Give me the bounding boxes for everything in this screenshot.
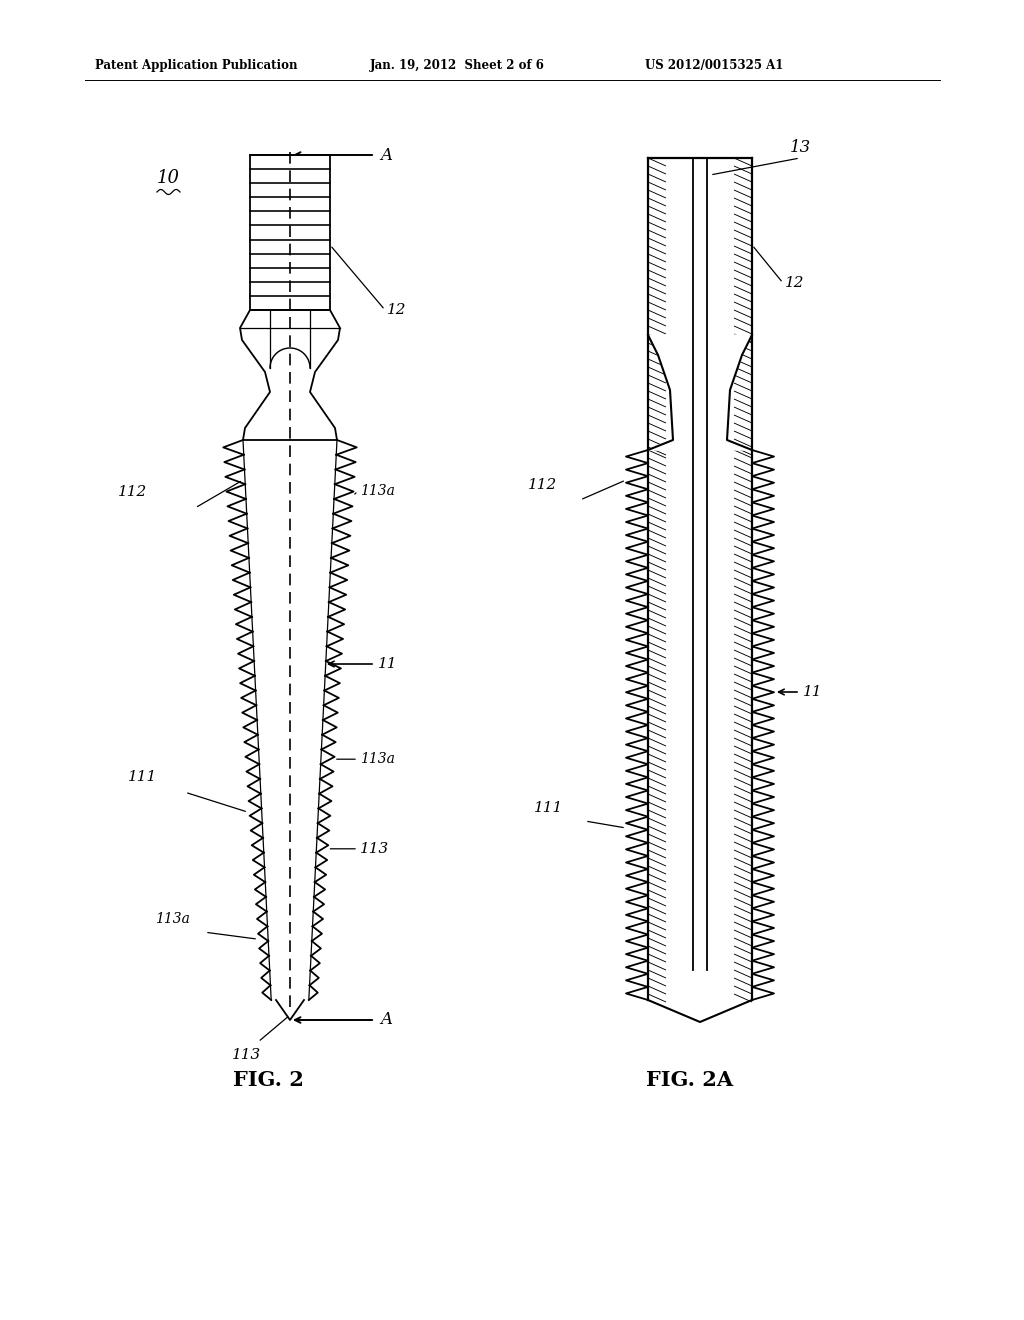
Text: Patent Application Publication: Patent Application Publication [95, 58, 298, 71]
Text: 113a: 113a [360, 484, 395, 498]
Text: 11: 11 [378, 657, 397, 671]
Bar [250, 154, 330, 310]
Text: FIG. 2: FIG. 2 [232, 1071, 303, 1090]
Text: 113: 113 [360, 842, 389, 855]
Text: A: A [380, 1011, 392, 1028]
Text: 113a: 113a [155, 912, 189, 927]
Polygon shape [648, 335, 752, 450]
Text: 111: 111 [128, 770, 158, 784]
Text: US 2012/0015325 A1: US 2012/0015325 A1 [645, 58, 783, 71]
Text: 112: 112 [528, 478, 557, 492]
Text: 13: 13 [790, 140, 811, 157]
Text: 112: 112 [118, 484, 147, 499]
Text: FIG. 2A: FIG. 2A [646, 1071, 733, 1090]
Text: 12: 12 [387, 304, 407, 317]
Text: 12: 12 [785, 276, 805, 290]
Text: A: A [380, 147, 392, 164]
Text: 111: 111 [534, 801, 563, 814]
Text: Jan. 19, 2012  Sheet 2 of 6: Jan. 19, 2012 Sheet 2 of 6 [370, 58, 545, 71]
Text: 11: 11 [803, 685, 822, 700]
Text: 113: 113 [232, 1048, 261, 1063]
Text: 10: 10 [157, 169, 180, 187]
Text: 113a: 113a [360, 752, 395, 766]
Polygon shape [240, 310, 340, 440]
